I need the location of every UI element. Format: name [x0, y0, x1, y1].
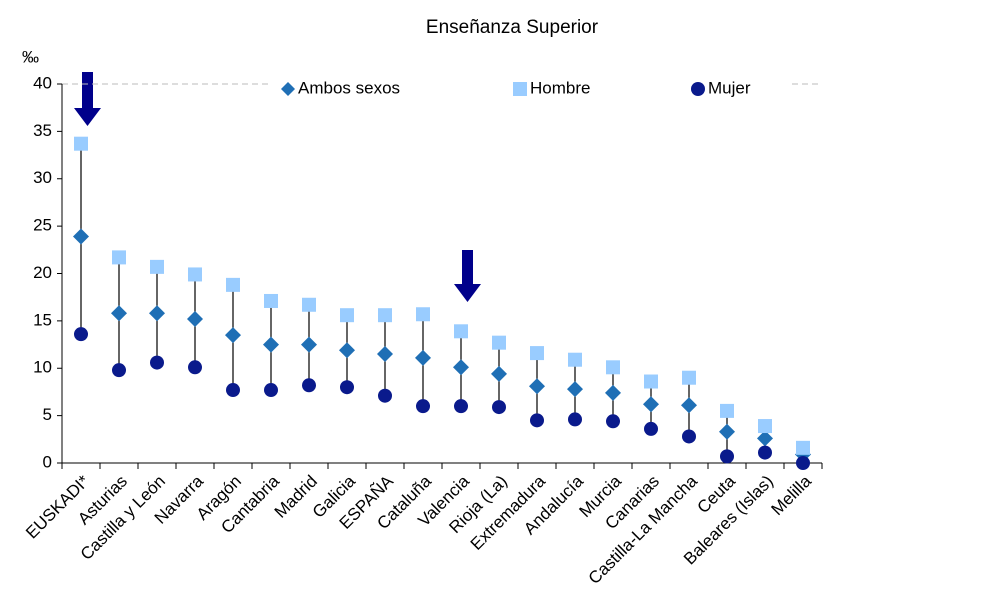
- arrow: [454, 250, 481, 302]
- y-tick-label: 20: [33, 263, 52, 282]
- square-marker: [302, 297, 316, 312]
- circle-marker: [226, 383, 240, 398]
- square-marker: [416, 307, 430, 322]
- diamond-marker: [757, 430, 773, 447]
- legend-label: Hombre: [530, 78, 590, 97]
- square-marker: [150, 259, 164, 274]
- diamond-marker: [263, 336, 279, 353]
- circle-marker: [644, 421, 658, 436]
- square-marker: [720, 403, 734, 418]
- diamond-marker: [643, 396, 659, 413]
- x-tick-label: Melilla: [767, 471, 815, 519]
- square-marker: [530, 346, 544, 361]
- diamond-marker: [301, 336, 317, 353]
- legend-swatch: [281, 82, 295, 96]
- circle-marker: [188, 360, 202, 375]
- diamond-marker: [491, 365, 507, 382]
- y-tick-label: 0: [43, 452, 52, 471]
- circle-marker: [568, 412, 582, 427]
- y-tick-label: 35: [33, 121, 52, 140]
- circle-marker: [796, 456, 810, 470]
- y-tick-label: 15: [33, 310, 52, 329]
- circle-marker: [416, 399, 430, 414]
- y-axis-label: ‰: [22, 47, 39, 66]
- square-marker: [74, 136, 88, 151]
- diamond-marker: [225, 327, 241, 344]
- square-marker: [644, 374, 658, 389]
- legend-label: Ambos sexos: [298, 78, 400, 97]
- circle-marker: [606, 414, 620, 429]
- legend-swatch: [691, 82, 705, 96]
- diamond-marker: [453, 359, 469, 376]
- circle-marker: [74, 327, 88, 342]
- y-tick-label: 40: [33, 73, 52, 92]
- diamond-marker: [339, 342, 355, 359]
- square-marker: [454, 324, 468, 339]
- square-marker: [758, 419, 772, 434]
- circle-marker: [150, 355, 164, 370]
- square-marker: [378, 308, 392, 323]
- diamond-marker: [187, 310, 203, 327]
- square-marker: [226, 277, 240, 292]
- diamond-marker: [377, 346, 393, 363]
- diamond-marker: [529, 378, 545, 395]
- square-marker: [492, 335, 506, 350]
- y-tick-label: 25: [33, 216, 52, 235]
- y-tick-label: 30: [33, 168, 52, 187]
- circle-marker: [378, 388, 392, 403]
- circle-marker: [454, 399, 468, 414]
- square-marker: [682, 370, 696, 385]
- circle-marker: [264, 383, 278, 398]
- circle-marker: [758, 445, 772, 460]
- legend-label: Mujer: [708, 78, 751, 97]
- circle-marker: [530, 413, 544, 428]
- y-tick-label: 10: [33, 358, 52, 377]
- legend-swatch: [513, 82, 527, 96]
- diamond-marker: [149, 305, 165, 322]
- square-marker: [606, 360, 620, 375]
- circle-marker: [112, 363, 126, 378]
- square-marker: [796, 440, 810, 455]
- diamond-marker: [719, 423, 735, 440]
- diamond-marker: [111, 305, 127, 322]
- diamond-marker: [605, 384, 621, 401]
- circle-marker: [682, 429, 696, 444]
- square-marker: [340, 308, 354, 323]
- square-marker: [112, 250, 126, 265]
- legend: Ambos sexos Hombre Mujer: [270, 72, 790, 106]
- diamond-marker: [567, 381, 583, 398]
- circle-marker: [340, 380, 354, 395]
- chart-title: Enseñanza Superior: [426, 17, 599, 38]
- square-marker: [264, 293, 278, 308]
- diamond-marker: [681, 397, 697, 414]
- square-marker: [188, 267, 202, 282]
- circle-marker: [302, 378, 316, 393]
- circle-marker: [720, 449, 734, 464]
- square-marker: [568, 352, 582, 367]
- arrow: [74, 72, 101, 126]
- y-tick-label: 5: [43, 405, 52, 424]
- circle-marker: [492, 400, 506, 415]
- diamond-marker: [73, 228, 89, 245]
- diamond-marker: [415, 349, 431, 366]
